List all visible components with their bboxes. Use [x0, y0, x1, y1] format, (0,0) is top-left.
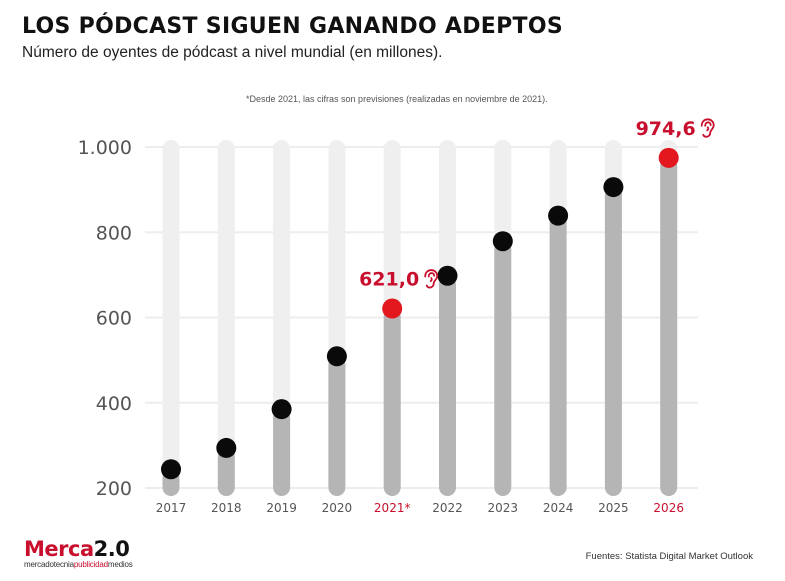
x-tick-label: 2023 [488, 501, 519, 515]
bar-2018 [217, 447, 235, 496]
y-tick-label: 400 [96, 393, 132, 415]
forecast-note: *Desde 2021, las cifras son previsiones … [246, 94, 548, 104]
x-tick-label: 2019 [266, 501, 297, 515]
chart-subtitle: Número de oyentes de pódcast a nivel mun… [22, 44, 443, 61]
x-tick-label: 2017 [156, 501, 187, 515]
data-point-2024 [548, 205, 569, 226]
x-tick-label: 2022 [432, 501, 463, 515]
logo-tagline-1: mercadotecnia [24, 560, 74, 569]
bar-2026 [660, 157, 678, 496]
bar-track [217, 140, 235, 496]
x-tick-label: 2018 [211, 501, 242, 515]
bar-2021-forecast [383, 308, 401, 496]
source-credit: Fuentes: Statista Digital Market Outlook [585, 551, 753, 562]
data-labels: 621,0 974,6 [359, 118, 715, 291]
bars [162, 157, 678, 496]
ear-icon [700, 118, 715, 138]
ear-icon [424, 269, 439, 289]
y-tick-label: 600 [96, 308, 132, 330]
data-point-2018 [216, 437, 237, 458]
data-label: 974,6 [636, 118, 696, 140]
data-point-2022 [437, 265, 458, 286]
bar-2019 [273, 409, 291, 496]
y-axis-ticks: 200 400 600 800 1.000 [78, 137, 132, 500]
bar-2020 [328, 356, 346, 496]
x-tick-label: 2024 [543, 501, 574, 515]
bar-2025 [604, 187, 622, 496]
logo-tagline-3: medios [107, 560, 133, 569]
y-tick-label: 200 [96, 478, 132, 500]
y-tick-label: 1.000 [78, 137, 132, 159]
data-point-2026 [658, 147, 679, 168]
logo-tagline: mercadotecniapublicidadmedios [24, 560, 154, 570]
chart-title: LOS PÓDCAST SIGUEN GANANDO ADEPTOS [22, 14, 564, 39]
data-point-2021-forecast [382, 298, 403, 319]
bar-2024 [549, 215, 567, 496]
x-tick-label: 2021* [374, 501, 411, 515]
data-points [161, 147, 679, 480]
data-point-2023 [492, 231, 513, 252]
merca20-logo: Merca2.0 mercadotecniapublicidadmedios [24, 538, 154, 570]
bar-2022 [439, 275, 456, 496]
logo-version: 2.0 [93, 537, 130, 561]
logo-wordmark: Merca2.0 [24, 538, 154, 560]
bar-2023 [494, 241, 512, 496]
y-tick-label: 800 [96, 222, 132, 244]
data-point-2017 [161, 459, 181, 480]
x-axis-ticks: 2017 2018 2019 2020 2021* 2022 2023 2024 2025 202… [156, 501, 684, 515]
logo-brand: Merca [24, 537, 94, 561]
data-point-2025 [603, 177, 624, 198]
x-tick-label: 2020 [322, 501, 353, 515]
logo-tagline-2: publicidad [73, 560, 108, 569]
data-label: 621,0 [359, 269, 419, 291]
data-point-2019 [271, 399, 292, 420]
x-tick-label: 2025 [598, 501, 629, 515]
x-tick-label: 2026 [653, 501, 684, 515]
bar-track [162, 140, 180, 496]
data-point-2020 [326, 346, 347, 367]
